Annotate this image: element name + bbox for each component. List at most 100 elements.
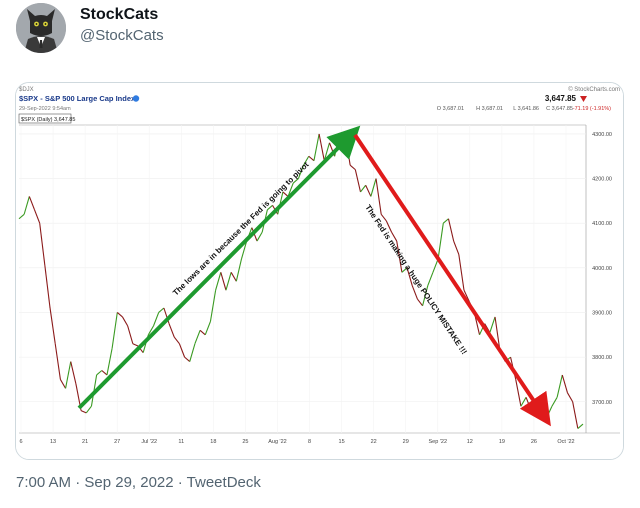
y-tick-label: 3700.00 [592,400,612,406]
price-segment [116,312,123,318]
price-segment [65,361,72,389]
price-segment [225,272,232,291]
y-axis: 3700.00 3800.00 3900.00 4000.00 4100.00 4200.… [592,132,612,406]
grid [19,125,586,433]
price-segment [132,343,139,347]
ohlc-value: L 3,641.86 [513,106,539,112]
price-segment [85,405,92,414]
x-tick-label: 25 [242,439,248,445]
last-price: 3,647.85 [545,94,577,103]
legend-label: $SPX (Daily) 3,647.85 [21,117,75,123]
price-chart: $DJX © StockCharts.com $SPX - S&P 500 La… [16,83,623,459]
price-segment [391,231,398,242]
price-segment [354,169,362,193]
price-segment [70,361,77,385]
price-segment [277,191,284,215]
price-segment [401,267,408,273]
x-tick-label: Jul '22 [141,439,157,445]
price-segment [18,213,25,220]
price-segment [551,397,558,407]
price-segment [215,272,222,291]
ohlc-value: -71.19 (-1.91%) [573,106,611,112]
price-segment [194,330,201,344]
price-segment [406,267,413,286]
price-segment [349,164,356,171]
price-segment [199,329,206,336]
y-tick-label: 3800.00 [592,355,612,361]
x-tick-label: 21 [82,439,88,445]
cat-avatar-icon [16,3,66,53]
price-segment [209,290,217,322]
price-segment [235,258,243,282]
x-tick-label: Aug '22 [268,439,286,445]
x-tick-label: 29 [403,439,409,445]
price-segment [96,370,103,376]
price-segment [282,191,289,197]
price-segment [240,240,248,260]
price-segment [572,401,579,429]
chart-image[interactable]: $DJX © StockCharts.com $SPX - S&P 500 La… [15,82,624,460]
y-tick-label: 4300.00 [592,132,612,138]
x-tick-label: 18 [210,439,216,445]
price-segment [463,289,470,302]
ohlc-value: H 3,687.01 [476,106,503,112]
y-tick-label: 4100.00 [592,221,612,227]
price-segment [561,374,569,393]
x-tick-label: 22 [371,439,377,445]
y-tick-label: 4200.00 [592,177,612,183]
price-segment [416,298,424,307]
price-segment [567,392,574,403]
price-segment [28,196,36,211]
source-label: © StockCharts.com [568,86,620,93]
price-segment [422,285,429,306]
price-segment [396,240,403,273]
price-segment [173,336,180,345]
price-segment [360,184,367,193]
price-segment [313,133,320,161]
price-segment [447,218,455,242]
price-segment [489,316,496,333]
x-tick-label: 12 [467,439,473,445]
green-arrow [77,125,361,410]
price-segment [577,423,584,429]
x-tick-label: 8 [308,439,311,445]
price-segment [365,185,372,197]
price-segment [49,307,56,344]
price-segment [458,254,465,291]
ohlc-value: C 3,647.85 [546,106,573,112]
price-segment [34,209,41,224]
price-segment [370,178,377,197]
price-segment [220,272,227,291]
price-segment [54,343,61,380]
x-tick-label: Sep '22 [429,439,447,445]
x-tick-label: Oct '22 [557,439,574,445]
price-segment [158,307,165,313]
price-segment [184,356,191,362]
user-handle[interactable]: @StockCats [80,27,164,44]
avatar[interactable] [16,3,66,53]
display-name[interactable]: StockCats [80,6,159,23]
price-segment [44,265,51,309]
tweet-timestamp[interactable]: 7:00 AM · Sep 29, 2022 · TweetDeck [16,474,261,491]
legend-box [18,113,72,124]
price-segment [111,312,118,349]
price-segment [292,178,299,184]
price-segment [122,316,129,327]
x-tick-label: 11 [178,439,184,445]
x-tick-label: 26 [531,439,537,445]
price-segment [453,240,460,255]
price-segment [432,258,439,273]
price-segment [380,213,387,222]
price-segment [427,272,434,286]
price-segment [287,182,294,197]
price-segment [318,133,325,161]
price-segment [23,196,30,215]
price-segment [303,155,310,166]
price-segment [411,285,418,300]
price-segment [204,321,211,335]
price-segment [297,164,305,179]
price-segment [178,343,186,358]
verified-icon [132,95,140,102]
price-segment [147,325,155,336]
price-segment [106,348,113,376]
